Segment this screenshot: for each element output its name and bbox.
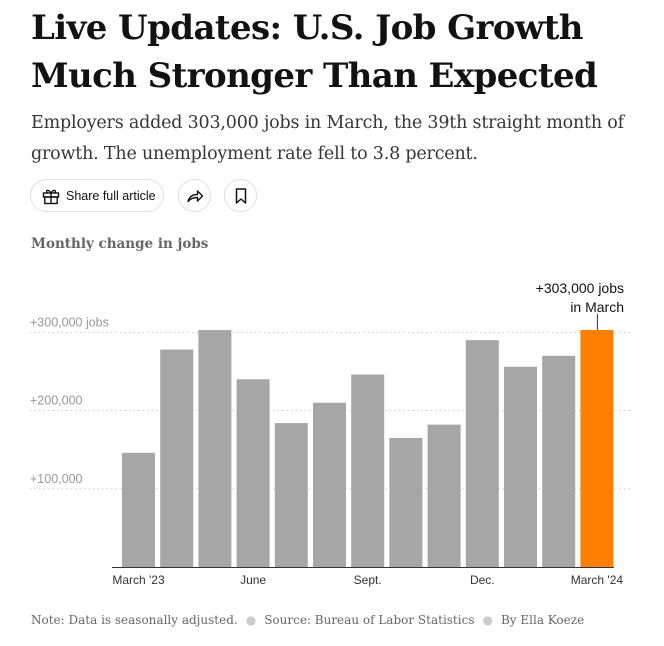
bookmark-icon <box>231 186 251 206</box>
bar-5 <box>313 402 346 567</box>
bar-6 <box>351 374 385 567</box>
x-tick-label: Sept. <box>354 573 382 587</box>
bar-8 <box>427 424 461 567</box>
y-tick-label: +300,000 jobs <box>30 315 109 329</box>
byline: By Ella Koeze <box>500 613 585 627</box>
separator-dot: ● <box>482 613 493 627</box>
y-tick-label: +100,000 <box>30 472 83 486</box>
share-button[interactable] <box>178 179 211 212</box>
annotation-label: in March <box>570 299 624 315</box>
share-full-article-button[interactable]: Share full article <box>30 179 164 212</box>
gift-icon <box>41 186 61 206</box>
x-tick-label: June <box>240 573 266 587</box>
bar-2 <box>198 330 232 567</box>
bar-0 <box>122 452 155 567</box>
save-button[interactable] <box>224 179 257 212</box>
chart-title: Monthly change in jobs <box>31 236 209 252</box>
jobs-bar-chart: +300,000 jobs +200,000 +100,000 March '23 J… <box>30 280 630 587</box>
bar-10 <box>504 366 537 567</box>
summary: Employers added 303,000 jobs in March, t… <box>31 113 624 164</box>
bar-1 <box>160 349 194 567</box>
bar-4 <box>274 423 308 567</box>
annotation-label: +303,000 jobs <box>536 280 624 296</box>
x-tick-label: March '23 <box>112 573 165 587</box>
headline: Live Updates: U.S. Job Growth Much Stron… <box>31 8 598 96</box>
chart-footer: Note: Data is seasonally adjusted. ● Sourc… <box>31 613 661 627</box>
bar-11 <box>542 355 576 567</box>
note-text: Note: Data is seasonally adjusted. <box>31 613 238 627</box>
bar-12 <box>580 330 614 567</box>
x-tick-label: Dec. <box>470 573 495 587</box>
share-button-label: Share full article <box>66 188 156 203</box>
y-tick-label: +200,000 <box>30 394 83 408</box>
share-arrow-icon <box>185 186 205 206</box>
source-text: Source: Bureau of Labor Statistics <box>264 613 475 627</box>
separator-dot: ● <box>245 613 257 627</box>
bar-9 <box>465 340 499 567</box>
bar-7 <box>389 437 423 567</box>
x-tick-label: March '24 <box>571 573 624 587</box>
bar-3 <box>236 379 270 567</box>
